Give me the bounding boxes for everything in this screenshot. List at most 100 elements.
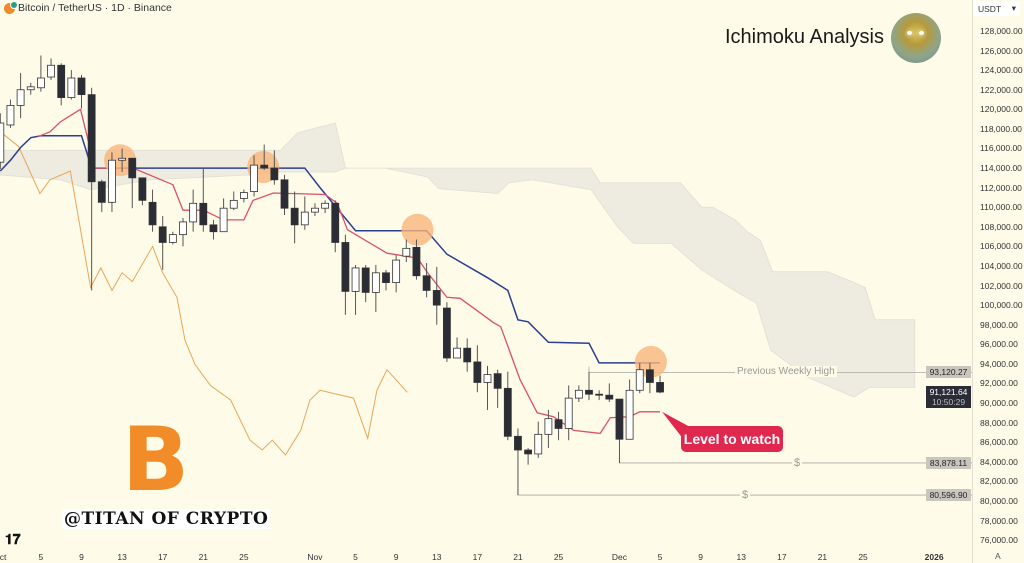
- bearish-candle: [148, 189, 157, 232]
- candle-body: [595, 393, 604, 396]
- bar-countdown: 10:50:29: [931, 397, 966, 408]
- current-price-label: 91,121.64 10:50:29: [926, 386, 971, 409]
- price-tick-label: 96,000.00: [980, 339, 1018, 350]
- bullish-candle: [189, 189, 198, 232]
- candle-body: [635, 369, 644, 391]
- candle-body: [199, 202, 208, 226]
- bullish-candle: [250, 155, 258, 197]
- price-tick-label: 104,000.00: [980, 260, 1023, 271]
- previous-weekly-high-label: Previous Weekly High: [735, 366, 837, 377]
- price-tick-label: 124,000.00: [980, 65, 1023, 76]
- candle-body: [493, 373, 502, 389]
- time-tick-label: 21: [817, 552, 828, 562]
- price-tick-label: 112,000.00: [980, 182, 1022, 193]
- time-tick-label: 13: [117, 552, 127, 562]
- bullish-candle: [16, 73, 25, 119]
- candle-body: [574, 389, 583, 399]
- price-tick-label: 122,000.00: [980, 84, 1023, 95]
- candle-body: [47, 64, 55, 78]
- bearish-candle: [97, 179, 106, 213]
- time-tick-label: 5: [38, 552, 44, 562]
- symbol-header[interactable]: Bitcoin / TetherUS · 1D · Binance: [4, 0, 172, 14]
- bearish-candle: [493, 369, 502, 408]
- price-tick-label: 102,000.00: [980, 280, 1023, 291]
- price-tick-label: 84,000.00: [980, 456, 1018, 467]
- candle-body: [87, 94, 96, 183]
- price-tick-label: 110,000.00: [980, 202, 1022, 213]
- candle-body: [514, 435, 522, 451]
- candle-body: [179, 221, 187, 236]
- candle-body: [229, 199, 238, 209]
- candle-body: [26, 86, 35, 91]
- bullish-candle: [219, 198, 228, 233]
- candle-body: [321, 202, 330, 209]
- candle-body: [341, 242, 350, 292]
- candle-body: [564, 397, 573, 429]
- time-tick-label: 9: [698, 552, 704, 562]
- auto-scale-button[interactable]: A: [995, 551, 1001, 561]
- candle-body: [412, 246, 421, 277]
- level-to-watch-callout: Level to watch: [681, 426, 783, 452]
- time-tick-label: 17: [157, 552, 168, 562]
- price-tick-label: 116,000.00: [980, 143, 1022, 154]
- bullish-candle: [392, 255, 401, 293]
- avatar: [891, 13, 941, 63]
- bearish-candle: [158, 216, 167, 270]
- candle-body: [483, 374, 492, 383]
- candle-body: [615, 398, 624, 440]
- candle-body: [361, 267, 370, 293]
- bearish-candle: [341, 234, 350, 315]
- bullish-candle: [168, 231, 177, 245]
- price-tick-label: 106,000.00: [980, 241, 1023, 252]
- time-tick-label: 2026: [924, 552, 944, 562]
- price-level-label: 93,120.27: [926, 366, 971, 379]
- candle-body: [392, 259, 401, 284]
- time-tick-label: 17: [777, 552, 787, 562]
- bullish-candle: [47, 58, 55, 80]
- price-tick-label: 100,000.00: [980, 300, 1023, 311]
- candle-body: [503, 387, 512, 437]
- candle-body: [524, 449, 532, 455]
- price-tick-label: 92,000.00: [980, 378, 1018, 389]
- price-tick-label: 128,000.00: [980, 26, 1023, 36]
- price-tick-label: 98,000.00: [980, 319, 1018, 330]
- price-tick-label: 108,000.00: [980, 221, 1023, 232]
- bearish-candle: [290, 191, 299, 244]
- dollar-marker: $: [739, 489, 751, 501]
- candle-body: [422, 275, 431, 291]
- avatar-eye: [907, 31, 912, 35]
- time-tick-label: 9: [393, 552, 399, 562]
- bullish-candle: [67, 70, 76, 100]
- candle-body: [250, 164, 258, 192]
- bearish-candle: [280, 174, 289, 216]
- candle-body: [260, 164, 269, 169]
- analysis-title: Ichimoku Analysis: [725, 26, 884, 48]
- bullish-candle: [229, 191, 238, 211]
- candle-body: [625, 389, 634, 440]
- price-tick-label: 126,000.00: [980, 45, 1023, 56]
- candle-body: [67, 77, 76, 98]
- bullish-candle: [534, 421, 543, 458]
- bearish-candle: [524, 448, 532, 465]
- price-tick-label: 120,000.00: [980, 104, 1023, 115]
- candle-body: [138, 177, 147, 201]
- currency-value: USDT: [978, 3, 1002, 14]
- bearish-candle: [646, 362, 654, 394]
- bullish-candle: [321, 200, 330, 214]
- price-tick-label: 88,000.00: [980, 417, 1018, 428]
- highlight-circle: [401, 213, 434, 246]
- currency-select[interactable]: USDT ▾: [974, 1, 1020, 16]
- price-tick-label: 80,000.00: [980, 495, 1018, 506]
- bearish-candle: [432, 266, 441, 325]
- candle-body: [605, 394, 614, 400]
- candle-body: [534, 433, 543, 455]
- bullish-candle: [351, 264, 360, 315]
- tradingview-logo-icon[interactable]: 𝟏𝟕: [5, 531, 21, 547]
- bearish-candle: [412, 239, 421, 280]
- candle-body: [290, 207, 299, 226]
- time-tick-label: 13: [432, 552, 442, 562]
- time-tick-label: 21: [198, 552, 209, 562]
- time-tick-label: 13: [736, 552, 746, 562]
- time-tick-label: Nov: [307, 552, 323, 562]
- candle-body: [118, 157, 126, 161]
